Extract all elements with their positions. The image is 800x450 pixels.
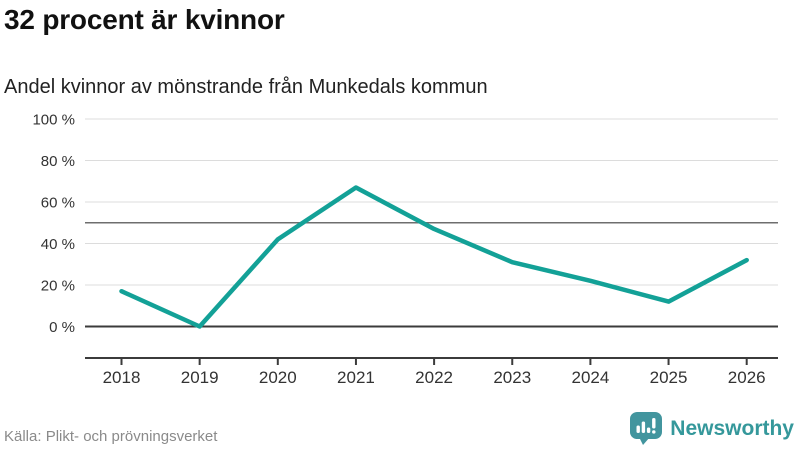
y-tick-label: 20 % xyxy=(41,278,75,295)
x-tick-label: 2022 xyxy=(415,368,453,387)
x-tick-label: 2026 xyxy=(728,368,766,387)
newsworthy-bubble-chart-icon xyxy=(629,412,663,445)
data-line xyxy=(119,185,749,329)
y-tick-label: 60 % xyxy=(41,195,75,212)
x-tick-label: 2024 xyxy=(571,368,609,387)
newsworthy-logo-text: Newsworthy xyxy=(670,416,794,440)
y-tick-label: 0 % xyxy=(49,319,75,336)
chart-subtitle: Andel kvinnor av mönstrande från Munkeda… xyxy=(4,76,488,98)
x-tick-label: 2018 xyxy=(103,368,141,387)
x-tick-label: 2019 xyxy=(181,368,219,387)
source-text: Källa: Plikt- och prövningsverket xyxy=(4,428,218,445)
y-tick-label: 80 % xyxy=(41,153,75,170)
x-tick-label: 2021 xyxy=(337,368,375,387)
x-tick-label: 2020 xyxy=(259,368,297,387)
x-tick-label: 2025 xyxy=(650,368,688,387)
x-tick-label: 2023 xyxy=(493,368,531,387)
y-tick-label: 100 % xyxy=(32,112,75,129)
y-tick-label: 40 % xyxy=(41,236,75,253)
chart-title: 32 procent är kvinnor xyxy=(4,4,285,35)
newsworthy-logo: Newsworthy xyxy=(629,412,794,445)
